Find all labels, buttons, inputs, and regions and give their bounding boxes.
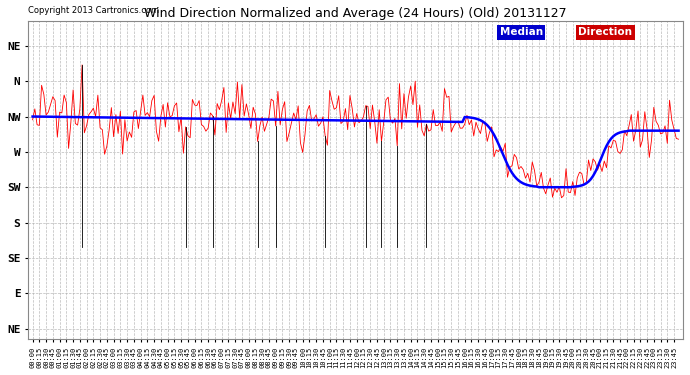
Text: Direction: Direction <box>578 27 632 38</box>
Title: Wind Direction Normalized and Average (24 Hours) (Old) 20131127: Wind Direction Normalized and Average (2… <box>144 7 567 20</box>
Text: Copyright 2013 Cartronics.com: Copyright 2013 Cartronics.com <box>28 6 159 15</box>
Text: Median: Median <box>500 27 543 38</box>
